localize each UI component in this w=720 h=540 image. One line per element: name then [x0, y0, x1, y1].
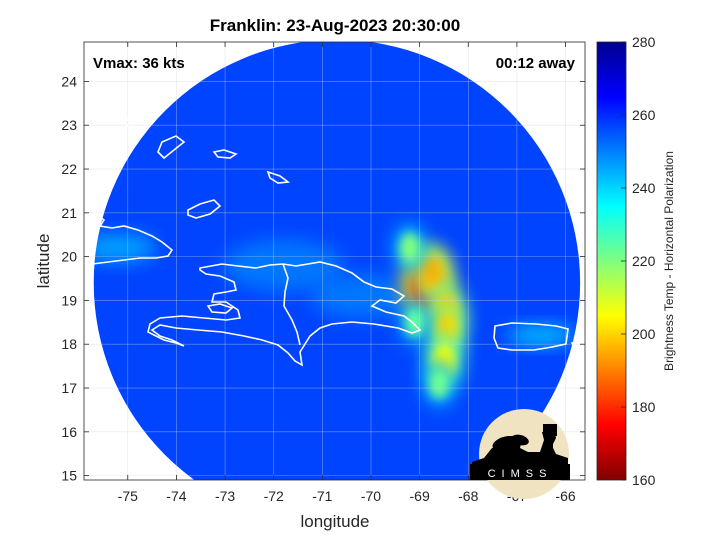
coastline-bahamas-4: [111, 95, 135, 133]
colorbar-tick-label: 220: [632, 253, 656, 269]
y-tick-label: 17: [61, 380, 77, 396]
x-tick-label: -75: [118, 488, 138, 504]
colorbar-label: Brightness Temp - Horizontal Polarizatio…: [662, 151, 676, 371]
logo-dish-2: [511, 434, 529, 446]
coastline-gonave: [206, 303, 234, 314]
coastline-puerto-rico: [493, 322, 569, 351]
coastline-bahamas-3: [266, 170, 291, 184]
plot-frame: [83, 41, 586, 481]
logo-dish-1: [492, 436, 516, 450]
x-tick-label: -72: [264, 488, 284, 504]
coastline-hispaniola: [147, 261, 422, 367]
colorbar: 160 180 200 220 240 260 280 Brightness Temp - …: [596, 34, 676, 488]
coastline-hispaniola-border: [282, 263, 301, 346]
x-tick-label: -71: [312, 488, 332, 504]
y-tick-label: 21: [61, 205, 77, 221]
colorbar-tick-label: 240: [632, 180, 656, 196]
y-tick-label: 24: [61, 73, 77, 89]
y-tick-label: 23: [61, 117, 77, 133]
x-tick-label: -73: [215, 488, 235, 504]
vmax-annotation: Vmax: 36 kts: [93, 55, 185, 72]
colorbar-ticks: 160 180 200 220 240 260 280: [621, 34, 656, 488]
x-tick-label: -70: [361, 488, 381, 504]
coastline-bahamas-5: [84, 89, 94, 107]
colorbar-tick-label: 260: [632, 107, 656, 123]
coastlines: [84, 55, 585, 367]
x-axis-label: longitude: [300, 512, 369, 531]
x-tick-label: -69: [410, 488, 430, 504]
cimss-logo: CIMSS: [470, 409, 570, 499]
colorbar-tick-label: 160: [632, 472, 656, 488]
coastline-great-inagua: [187, 199, 222, 219]
y-tick-label: 16: [61, 424, 77, 440]
coastline-cuba: [84, 209, 174, 266]
chart-title: Franklin: 23-Aug-2023 20:30:00: [210, 16, 460, 35]
land-puerto-rico: [507, 325, 576, 346]
land-cuba: [93, 233, 157, 262]
y-axis-label: latitude: [34, 234, 53, 289]
land-hispaniola: [311, 274, 412, 319]
grid-lines: [84, 42, 585, 480]
logo-tower-leg: [547, 436, 553, 456]
logo-text: CIMSS: [488, 468, 553, 480]
x-tick-label: -66: [555, 488, 575, 504]
y-tick-label: 22: [61, 161, 77, 177]
feature-band-cell-4: [429, 368, 450, 399]
feature-inner-core: [419, 256, 444, 293]
x-tick-label: -68: [458, 488, 478, 504]
coastline-bahamas-6: [90, 55, 114, 71]
y-tick-label: 20: [61, 249, 77, 265]
colorbar-tick-label: 200: [632, 326, 656, 342]
logo-tower: [543, 424, 557, 436]
feature-outer-band: [399, 232, 420, 263]
coastline-bahamas-2: [212, 149, 238, 159]
y-tick-label: 15: [61, 468, 77, 484]
coastline-bahamas-1: [157, 135, 186, 160]
y-tick-label: 19: [61, 292, 77, 308]
time-away-annotation: 00:12 away: [496, 55, 576, 72]
coastline-vieques: [570, 340, 585, 347]
logo-text-band: [470, 464, 570, 480]
colorbar-tick-label: 180: [632, 399, 656, 415]
y-tick-label: 18: [61, 336, 77, 352]
colorbar-tick-label: 280: [632, 34, 656, 50]
x-tick-label: -74: [166, 488, 186, 504]
